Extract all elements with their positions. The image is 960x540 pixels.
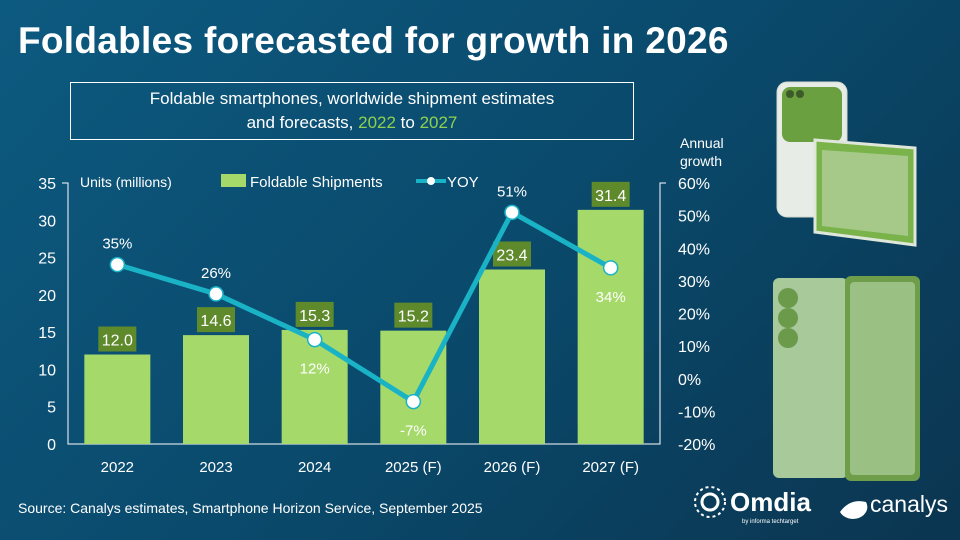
bar-data-label: 12.0 <box>102 333 133 350</box>
y2-tick-label: 0% <box>678 372 701 389</box>
source-note: Source: Canalys estimates, Smartphone Ho… <box>18 500 483 516</box>
chart-subtitle: Foldable smartphones, worldwide shipment… <box>70 82 634 140</box>
y2-axis-label-2: growth <box>680 153 722 169</box>
bar-data-label: 14.6 <box>200 313 231 330</box>
yoy-data-label: 26% <box>201 265 231 282</box>
bar-data-label: 23.4 <box>496 248 527 265</box>
y2-tick-label: 20% <box>678 307 710 324</box>
y-tick-label: 5 <box>47 400 56 417</box>
bar-data-label: 15.2 <box>398 309 429 326</box>
y2-tick-label: 40% <box>678 241 710 258</box>
fold-phone-image <box>773 276 920 481</box>
legend-bar-label: Foldable Shipments <box>250 174 383 191</box>
y2-axis-label-1: Annual <box>680 135 724 151</box>
subtitle-line1: Foldable smartphones, worldwide shipment… <box>149 89 555 108</box>
omdia-logo: Omdia <box>730 487 811 517</box>
subtitle-year-end: 2027 <box>419 113 458 132</box>
y-axis-label: Units (millions) <box>80 174 172 190</box>
yoy-point <box>208 286 224 302</box>
canalys-logo-icon <box>840 501 868 519</box>
legend-line-label: YOY <box>447 174 479 191</box>
x-tick-label: 2022 <box>101 459 134 476</box>
bar <box>577 209 644 444</box>
bar-label-bg <box>295 301 334 327</box>
omdia-logo-inner <box>700 492 720 512</box>
y-tick-label: 30 <box>38 213 56 230</box>
omdia-sub: by informa techtarget <box>742 519 799 525</box>
bar-label-bg <box>197 307 235 333</box>
bar-label-bg <box>394 302 433 328</box>
yoy-data-label: 12% <box>300 361 330 378</box>
bar <box>281 329 348 444</box>
y2-tick-label: 60% <box>678 176 710 193</box>
logos: Omdia by informa techtarget canalys <box>690 480 950 535</box>
y-tick-label: 25 <box>38 251 56 268</box>
yoy-data-label: 35% <box>102 236 132 253</box>
flip-phone-image <box>776 81 917 247</box>
y-tick-label: 15 <box>38 325 56 342</box>
bar <box>84 354 151 444</box>
bar-data-label: 15.3 <box>299 308 330 325</box>
axis-lines <box>62 182 666 445</box>
yoy-data-label: 51% <box>497 183 527 200</box>
y2-tick-label: 50% <box>678 209 710 226</box>
bar-data-label: 31.4 <box>595 188 626 205</box>
subtitle-prefix: and forecasts, <box>246 113 359 132</box>
x-tick-label: 2023 <box>199 459 232 476</box>
yoy-point <box>405 393 422 410</box>
y-tick-label: 10 <box>38 362 56 379</box>
y2-tick-label: -20% <box>678 437 715 454</box>
yoy-data-label: -7% <box>400 423 427 440</box>
bar <box>183 335 249 444</box>
x-tick-label: 2026 (F) <box>484 459 541 476</box>
yoy-point <box>306 331 323 348</box>
bar <box>479 269 545 444</box>
y2-tick-label: 10% <box>678 339 710 356</box>
y-tick-label: 0 <box>47 437 56 454</box>
yoy-point <box>109 256 126 273</box>
legend-bar-swatch <box>221 174 246 187</box>
x-tick-label: 2027 (F) <box>582 459 639 476</box>
subtitle-to: to <box>395 113 420 132</box>
yoy-point <box>602 260 619 276</box>
y-tick-label: 20 <box>38 288 56 305</box>
yoy-data-label: 34% <box>596 289 626 306</box>
bar-label-bg <box>98 326 137 352</box>
legend-line-marker <box>427 177 435 185</box>
omdia-logo-icon <box>694 486 726 518</box>
bar-label-bg <box>493 241 531 267</box>
y-tick-label: 35 <box>38 176 56 193</box>
y2-tick-label: 30% <box>678 274 710 291</box>
yoy-line <box>116 209 612 405</box>
subtitle-line2: and forecasts, 2022 to 2027 <box>71 111 633 135</box>
page-title: Foldables forecasted for growth in 2026 <box>18 20 729 61</box>
yoy-point <box>504 204 520 221</box>
bar-label-bg <box>591 181 630 207</box>
y2-tick-label: -10% <box>678 404 715 421</box>
subtitle-year-start: 2022 <box>358 113 396 132</box>
x-tick-label: 2024 <box>298 459 331 476</box>
canalys-logo: canalys <box>870 491 948 517</box>
x-tick-label: 2025 (F) <box>385 459 442 476</box>
